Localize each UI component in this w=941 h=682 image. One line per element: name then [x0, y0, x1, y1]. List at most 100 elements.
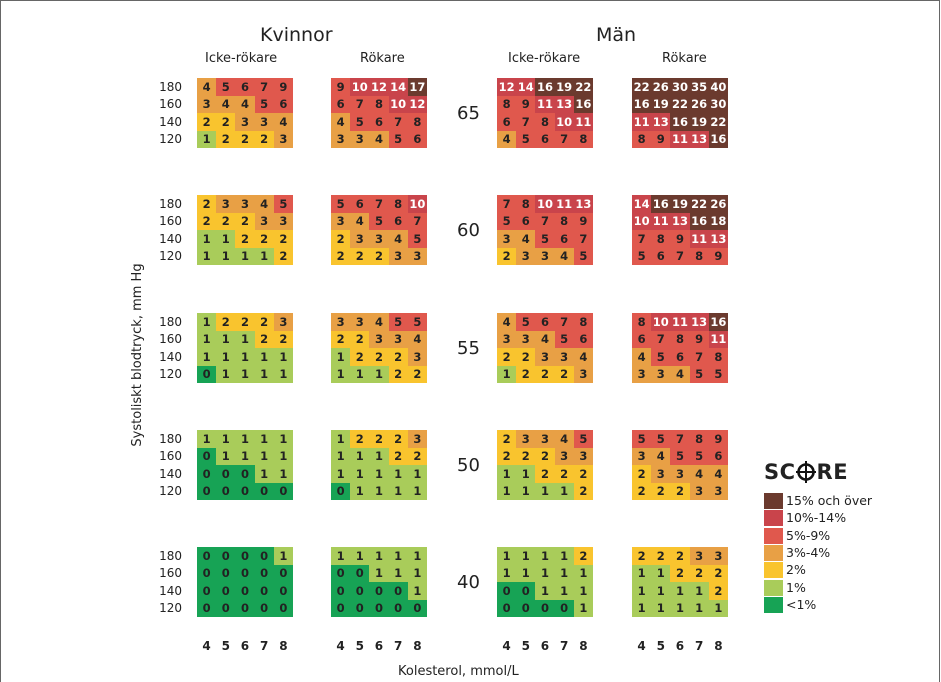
risk-cell: 1 — [369, 564, 389, 582]
cholesterol-tick-label: 8 — [579, 639, 588, 653]
risk-cell: 3 — [689, 547, 709, 565]
risk-cell: 4 — [350, 212, 370, 230]
risk-cell: 2 — [670, 547, 690, 565]
risk-cell: 3 — [554, 348, 574, 366]
risk-cell: 5 — [388, 130, 408, 148]
risk-cell: 7 — [535, 212, 555, 230]
risk-cell: 0 — [216, 582, 236, 600]
risk-cell: 0 — [197, 582, 217, 600]
risk-cell: 4 — [516, 230, 536, 248]
legend-label: 1% — [786, 579, 806, 595]
risk-cell: 26 — [651, 78, 671, 96]
risk-cell: 5 — [407, 313, 427, 331]
risk-cell: 7 — [388, 113, 408, 131]
risk-cell: 2 — [235, 313, 255, 331]
risk-cell: 0 — [235, 599, 255, 617]
risk-cell: 8 — [573, 130, 593, 148]
risk-cell: 8 — [708, 348, 728, 366]
risk-cell: 0 — [273, 599, 293, 617]
group-title-1: Rökare — [360, 51, 405, 66]
risk-cell: 1 — [197, 230, 217, 248]
sbp-tick-label: 180 — [159, 431, 182, 446]
risk-cell: 9 — [670, 230, 690, 248]
risk-cell: 1 — [331, 547, 351, 565]
cholesterol-tick-label: 4 — [502, 639, 511, 653]
risk-cell: 3 — [254, 113, 274, 131]
risk-cell: 0 — [197, 465, 217, 483]
risk-cell: 2 — [708, 582, 728, 600]
risk-cell: 2 — [273, 247, 293, 265]
crosshair-o-icon — [796, 461, 817, 483]
risk-cell: 5 — [651, 430, 671, 448]
risk-cell: 1 — [197, 430, 217, 448]
risk-cell: 4 — [535, 330, 555, 348]
risk-cell: 1 — [554, 564, 574, 582]
risk-cell: 2 — [573, 482, 593, 500]
risk-cell: 1 — [369, 547, 389, 565]
risk-cell: 0 — [331, 582, 351, 600]
sbp-tick-label: 160 — [159, 97, 182, 111]
risk-cell: 1 — [651, 582, 671, 600]
risk-cell: 10 — [388, 95, 408, 113]
risk-cell: 2 — [407, 447, 427, 465]
risk-cell: 17 — [407, 78, 427, 96]
risk-cell: 2 — [216, 113, 236, 131]
risk-cell: 5 — [331, 195, 351, 213]
risk-cell: 1 — [235, 430, 255, 448]
risk-cell: 2 — [350, 430, 370, 448]
risk-cell: 3 — [331, 130, 351, 148]
risk-cell: 0 — [235, 582, 255, 600]
risk-cell: 4 — [497, 130, 517, 148]
risk-cell: 1 — [388, 564, 408, 582]
risk-cell: 0 — [216, 465, 236, 483]
risk-cell: 1 — [273, 365, 293, 383]
cholesterol-tick-label: 7 — [560, 639, 569, 653]
risk-cell: 5 — [516, 130, 536, 148]
group-title-3: Rökare — [662, 51, 707, 66]
risk-cell: 1 — [350, 465, 370, 483]
risk-cell: 0 — [216, 482, 236, 500]
risk-cell: 7 — [554, 130, 574, 148]
risk-cell: 1 — [235, 365, 255, 383]
risk-cell: 6 — [670, 348, 690, 366]
risk-cell: 4 — [369, 313, 389, 331]
risk-cell: 3 — [273, 130, 293, 148]
risk-cell: 16 — [632, 95, 652, 113]
risk-cell: 2 — [407, 365, 427, 383]
risk-cell: 2 — [388, 365, 408, 383]
risk-cell: 8 — [670, 330, 690, 348]
risk-cell: 1 — [651, 564, 671, 582]
risk-cell: 3 — [516, 430, 536, 448]
risk-cell: 5 — [369, 212, 389, 230]
risk-cell: 2 — [632, 547, 652, 565]
age-label: 40 — [457, 572, 480, 593]
cholesterol-tick-label: 8 — [279, 639, 288, 653]
risk-cell: 6 — [350, 195, 370, 213]
risk-cell: 9 — [331, 78, 351, 96]
cholesterol-tick-label: 6 — [374, 639, 384, 653]
risk-cell: 8 — [632, 313, 652, 331]
risk-cell: 5 — [516, 313, 536, 331]
sbp-tick-label: 180 — [159, 548, 182, 563]
risk-cell: 0 — [350, 564, 370, 582]
risk-cell: 1 — [554, 547, 574, 565]
risk-cell: 3 — [197, 95, 217, 113]
risk-cell: 1 — [216, 247, 236, 265]
risk-cell: 4 — [235, 95, 255, 113]
risk-cell: 3 — [516, 247, 536, 265]
risk-cell: 3 — [331, 212, 351, 230]
risk-cell: 1 — [216, 348, 236, 366]
sbp-tick-label: 120 — [159, 484, 182, 498]
risk-cell: 2 — [254, 330, 274, 348]
risk-cell: 4 — [497, 313, 517, 331]
risk-cell: 2 — [254, 230, 274, 248]
risk-cell: 3 — [708, 547, 728, 565]
risk-cell: 2 — [670, 564, 690, 582]
risk-cell: 7 — [573, 230, 593, 248]
risk-cell: 1 — [235, 330, 255, 348]
risk-cell: 1 — [516, 482, 536, 500]
risk-cell: 2 — [388, 447, 408, 465]
risk-cell: 1 — [216, 447, 236, 465]
risk-cell: 40 — [708, 78, 728, 96]
